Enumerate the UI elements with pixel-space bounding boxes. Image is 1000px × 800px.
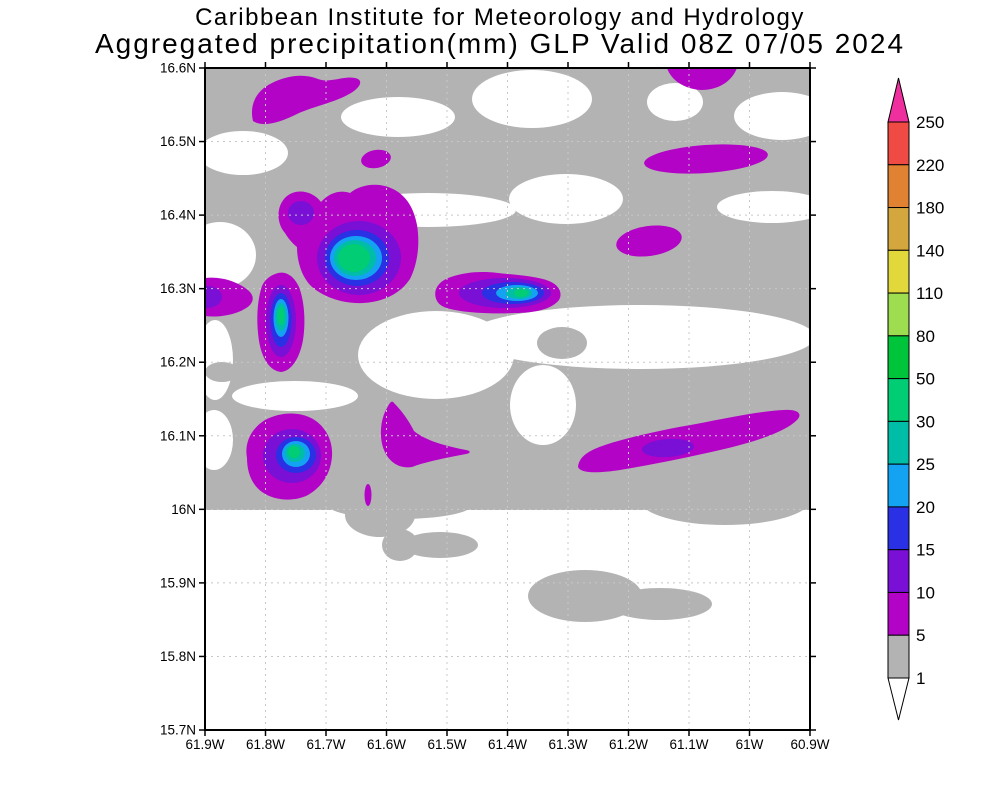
y-tick-label: 16.3N: [160, 281, 196, 296]
colorbar-label: 30: [916, 412, 935, 431]
colorbar: 250 220 180 140 110 80 50 30 25 20 15 10 5 1: [887, 77, 944, 721]
colorbar-segment: [887, 378, 910, 422]
colorbar-label: 250: [916, 113, 944, 132]
colorbar-segment: [887, 292, 910, 337]
precip-cell-top-edge: [667, 68, 737, 90]
colorbar-label: 110: [916, 284, 943, 303]
chart-title-valid-time: Aggregated precipitation(mm) GLP Valid 0…: [94, 28, 906, 59]
colorbar-arrow-below: [887, 677, 910, 721]
colorbar-label: 180: [916, 199, 944, 218]
colorbar-label: 80: [916, 327, 935, 346]
y-tick-label: 16N: [171, 502, 196, 517]
precip-cell-max-16.34N: [278, 184, 419, 304]
x-tick-label: 61.4W: [488, 737, 527, 752]
precip-cell-elongated-16.48N: [644, 144, 768, 174]
colorbar-label: 50: [916, 370, 935, 389]
colorbar-segment: [887, 549, 910, 593]
colorbar-segment: [887, 591, 910, 636]
colorbar-segment: [887, 506, 910, 551]
colorbar-arrow-above: [887, 77, 910, 123]
y-tick-label: 16.1N: [160, 428, 196, 443]
colorbar-segment: [887, 164, 910, 209]
colorbar-segment: [887, 634, 910, 679]
colorbar-segment: [887, 420, 910, 465]
colorbar-label: 5: [916, 626, 925, 645]
colorbar-segment: [887, 463, 910, 508]
colorbar-label: 140: [916, 241, 944, 260]
x-tick-label: 60.9W: [790, 737, 829, 752]
x-tick-label: 61.1W: [669, 737, 708, 752]
x-tick-label: 61.3W: [548, 737, 587, 752]
y-tick-label: 16.2N: [160, 355, 196, 370]
precip-cell-wedge-16.10N: [380, 401, 470, 468]
colorbar-segment: [887, 121, 910, 166]
y-tick-label: 16.5N: [160, 134, 196, 149]
colorbar-label: 10: [916, 583, 935, 602]
axis-ticks: [199, 62, 816, 736]
precip-cell-sliver-16.02N: [364, 484, 372, 506]
colorbar-label: 1: [916, 669, 925, 688]
precip-cell-vertical-16.26N: [257, 272, 305, 372]
precip-cell-16.29N-61.38W: [435, 272, 561, 314]
y-tick-label: 15.8N: [160, 649, 196, 664]
precip-cell-16.08N-61.75W: [246, 413, 333, 500]
colorbar-label: 220: [916, 156, 944, 175]
colorbar-segment: [887, 335, 910, 380]
y-tick-label: 16.4N: [160, 208, 196, 223]
y-tick-label: 15.9N: [160, 575, 196, 590]
colorbar-label: 15: [916, 541, 935, 560]
x-tick-label: 61.6W: [367, 737, 406, 752]
colorbar-label: 20: [916, 498, 935, 517]
grid: [205, 68, 810, 730]
precip-cell-small-16.36N: [616, 225, 682, 257]
x-tick-label: 61.8W: [246, 737, 285, 752]
colorbar-segment: [887, 249, 910, 294]
x-axis-labels: 61.9W 61.8W 61.7W 61.6W 61.5W 61.4W 61.3W 61.2W…: [185, 737, 829, 752]
x-tick-label: 61.5W: [427, 737, 466, 752]
x-tick-label: 61.9W: [185, 737, 224, 752]
x-tick-label: 61.2W: [609, 737, 648, 752]
chart-title-institution: Caribbean Institute for Meteorology and …: [195, 4, 805, 31]
y-tick-label: 16.6N: [160, 61, 196, 76]
y-axis-labels: 16.6N 16.5N 16.4N 16.3N 16.2N 16.1N 16N 15.9N 15…: [160, 61, 196, 738]
x-tick-label: 61W: [736, 737, 764, 752]
y-tick-label: 15.7N: [160, 723, 196, 738]
colorbar-label: 25: [916, 455, 935, 474]
x-tick-label: 61.7W: [306, 737, 345, 752]
precip-cell-top-left-band: [251, 75, 361, 125]
colorbar-segment: [887, 207, 910, 251]
precip-cell-west-edge-16.29N: [205, 277, 253, 317]
precip-cell-small-16.48N-61.62W: [361, 149, 391, 169]
